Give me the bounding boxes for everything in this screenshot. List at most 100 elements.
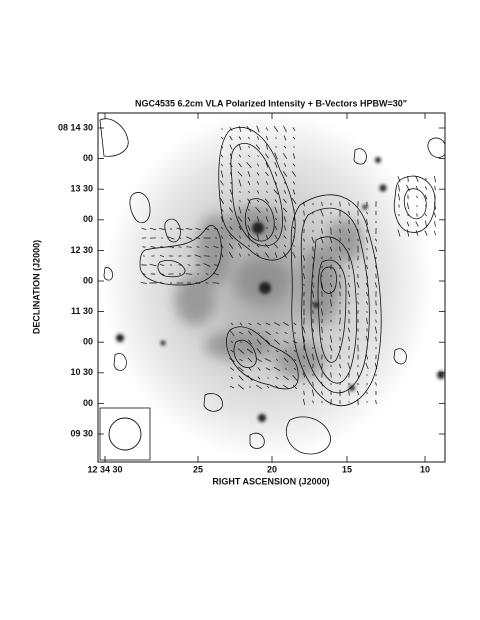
b-vector xyxy=(320,209,324,217)
b-vector xyxy=(311,290,315,298)
b-vector xyxy=(339,201,341,207)
b-vector xyxy=(312,220,314,224)
b-vector xyxy=(264,358,272,362)
b-vector xyxy=(292,153,296,159)
b-vector xyxy=(282,171,288,177)
b-vector xyxy=(159,228,165,230)
b-vector xyxy=(375,336,377,342)
b-vector xyxy=(321,291,323,297)
b-vector xyxy=(283,216,287,222)
b-vector xyxy=(398,193,400,201)
b-vector xyxy=(256,216,260,222)
b-vector xyxy=(275,146,277,148)
b-vector xyxy=(291,171,297,177)
b-vector xyxy=(230,340,234,344)
b-vector xyxy=(357,301,359,305)
b-vector xyxy=(330,202,332,206)
x-tick-label: 15 xyxy=(342,464,352,474)
b-vector xyxy=(229,135,233,141)
y-axis-label: DECLINATION (J2000) xyxy=(31,240,41,334)
b-vector xyxy=(141,227,147,231)
b-vector xyxy=(213,272,219,276)
b-vector xyxy=(212,282,220,284)
b-vector xyxy=(302,398,306,406)
b-vector xyxy=(415,221,419,227)
b-vector xyxy=(238,143,242,151)
b-vector xyxy=(220,235,224,239)
b-vector xyxy=(366,211,368,215)
b-vector xyxy=(246,161,252,169)
b-vector xyxy=(321,247,323,251)
b-vector xyxy=(237,171,243,177)
b-vector xyxy=(221,128,223,130)
b-vector xyxy=(292,226,296,230)
b-vector xyxy=(274,339,280,345)
b-vector xyxy=(320,228,324,234)
b-vector xyxy=(274,226,278,230)
b-vector xyxy=(347,327,351,333)
b-vector xyxy=(274,217,278,221)
b-vector xyxy=(274,206,278,214)
b-vector xyxy=(283,244,287,248)
b-vector xyxy=(397,229,401,237)
b-vector xyxy=(239,358,243,362)
x-tick-label: 20 xyxy=(267,464,277,474)
b-vector xyxy=(356,372,360,378)
b-vector xyxy=(283,125,287,133)
b-vector xyxy=(229,385,235,389)
b-vector xyxy=(292,189,296,195)
image xyxy=(98,113,445,462)
b-vector xyxy=(365,362,369,370)
b-vector xyxy=(274,161,278,169)
b-vector xyxy=(283,251,287,259)
b-vector xyxy=(228,234,234,240)
b-vector xyxy=(339,291,341,297)
b-vector xyxy=(365,237,369,243)
b-vector xyxy=(213,264,219,266)
b-vector xyxy=(339,328,341,332)
b-vector xyxy=(265,144,269,150)
b-vector xyxy=(433,230,437,236)
b-vector xyxy=(273,243,279,249)
b-vector xyxy=(258,332,260,334)
b-vector xyxy=(267,377,269,379)
y-tick-label: 09 30 xyxy=(70,428,93,438)
b-vector xyxy=(274,234,278,240)
b-vector xyxy=(195,227,201,231)
b-vector xyxy=(266,226,268,230)
b-vector xyxy=(266,190,268,194)
b-vector xyxy=(267,350,269,352)
b-vector xyxy=(229,329,235,337)
b-vector xyxy=(366,264,368,270)
b-vector xyxy=(329,345,333,351)
b-vector xyxy=(284,331,288,335)
b-vector xyxy=(159,263,165,267)
b-vector xyxy=(248,367,252,371)
b-vector xyxy=(302,372,306,378)
b-vector xyxy=(237,384,245,390)
b-vector xyxy=(221,163,223,167)
b-vector xyxy=(248,154,250,158)
b-vector xyxy=(406,202,410,210)
b-vector xyxy=(195,237,201,239)
b-vector xyxy=(283,235,287,239)
b-vector xyxy=(375,382,377,386)
b-vector xyxy=(185,227,193,231)
b-vector xyxy=(294,332,296,334)
b-vector xyxy=(347,228,351,234)
b-vector xyxy=(238,136,242,140)
plot-frame xyxy=(97,112,446,463)
contours xyxy=(99,118,445,455)
b-vector xyxy=(264,252,270,258)
b-vector xyxy=(283,135,287,141)
b-vector xyxy=(348,247,350,251)
b-vector xyxy=(230,323,234,325)
b-vector xyxy=(239,190,241,194)
b-vector xyxy=(205,282,209,284)
b-vector xyxy=(321,391,323,395)
b-vector xyxy=(282,207,288,213)
b-vector xyxy=(366,354,368,360)
b-vector xyxy=(330,299,332,307)
b-vector xyxy=(339,246,341,252)
b-vector xyxy=(256,322,262,326)
